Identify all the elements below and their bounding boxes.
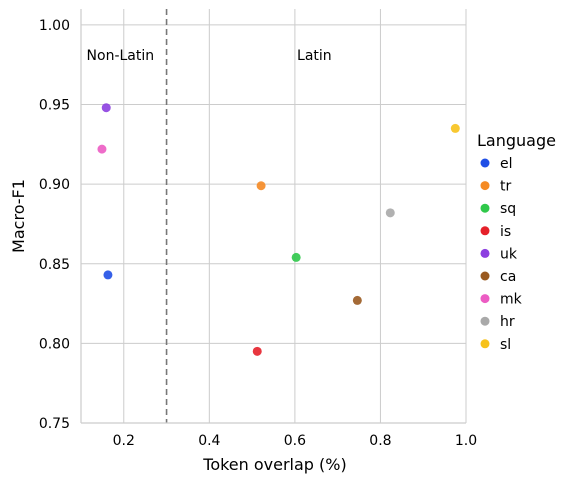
data-point-sl (450, 123, 460, 133)
legend-marker-mk (480, 294, 490, 304)
x-tick-label: 0.4 (198, 433, 220, 449)
y-tick-labels: 0.75 0.80 0.85 0.90 0.95 1.00 (39, 18, 70, 432)
x-axis-label: Token overlap (%) (202, 455, 346, 474)
y-tick-label: 1.00 (39, 18, 70, 34)
legend-marker-ca (480, 271, 490, 281)
x-tick-labels: 0.2 0.4 0.6 0.8 1.0 (113, 433, 477, 449)
legend: Language el tr sq is uk ca mk hr sl (477, 131, 556, 353)
data-point-mk (97, 144, 107, 154)
legend-label-ca: ca (500, 269, 516, 285)
legend-marker-hr (480, 316, 490, 326)
y-tick-label: 0.80 (39, 336, 70, 352)
data-points (97, 103, 460, 356)
x-tick-label: 0.6 (284, 433, 306, 449)
legend-title: Language (477, 131, 556, 150)
y-tick-label: 0.95 (39, 98, 70, 114)
y-axis-label: Macro-F1 (9, 179, 28, 253)
x-tick-label: 0.2 (113, 433, 135, 449)
legend-label-mk: mk (500, 292, 523, 308)
axes (80, 9, 466, 424)
legend-marker-tr (480, 181, 490, 191)
y-tick-label: 0.75 (39, 416, 70, 432)
legend-label-sq: sq (500, 201, 516, 217)
y-tick-label: 0.90 (39, 177, 70, 193)
legend-items: el tr sq is uk ca mk hr sl (480, 156, 523, 353)
legend-label-is: is (500, 224, 511, 240)
grid (81, 9, 467, 424)
legend-label-hr: hr (500, 314, 515, 330)
annotation-1: Latin (297, 48, 332, 64)
legend-label-el: el (500, 156, 513, 172)
legend-marker-sq (480, 203, 490, 213)
data-point-sq (291, 252, 301, 262)
x-tick-label: 1.0 (455, 433, 477, 449)
data-point-is (252, 346, 262, 356)
data-point-ca (352, 295, 362, 305)
legend-label-sl: sl (500, 337, 511, 353)
annotation-0: Non-Latin (87, 48, 155, 64)
annotations: Non-Latin Latin (87, 48, 332, 64)
y-tick-label: 0.85 (39, 257, 70, 273)
x-tick-label: 0.8 (369, 433, 391, 449)
data-point-uk (101, 103, 111, 113)
data-point-hr (385, 208, 395, 218)
legend-marker-uk (480, 248, 490, 258)
legend-marker-el (480, 158, 490, 168)
legend-label-tr: tr (500, 179, 511, 195)
legend-marker-is (480, 226, 490, 236)
data-point-el (103, 270, 113, 280)
legend-marker-sl (480, 339, 490, 349)
legend-label-uk: uk (500, 246, 518, 262)
data-point-tr (256, 181, 266, 191)
